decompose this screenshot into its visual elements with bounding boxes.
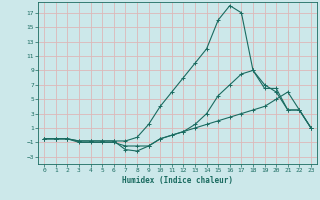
X-axis label: Humidex (Indice chaleur): Humidex (Indice chaleur): [122, 176, 233, 185]
